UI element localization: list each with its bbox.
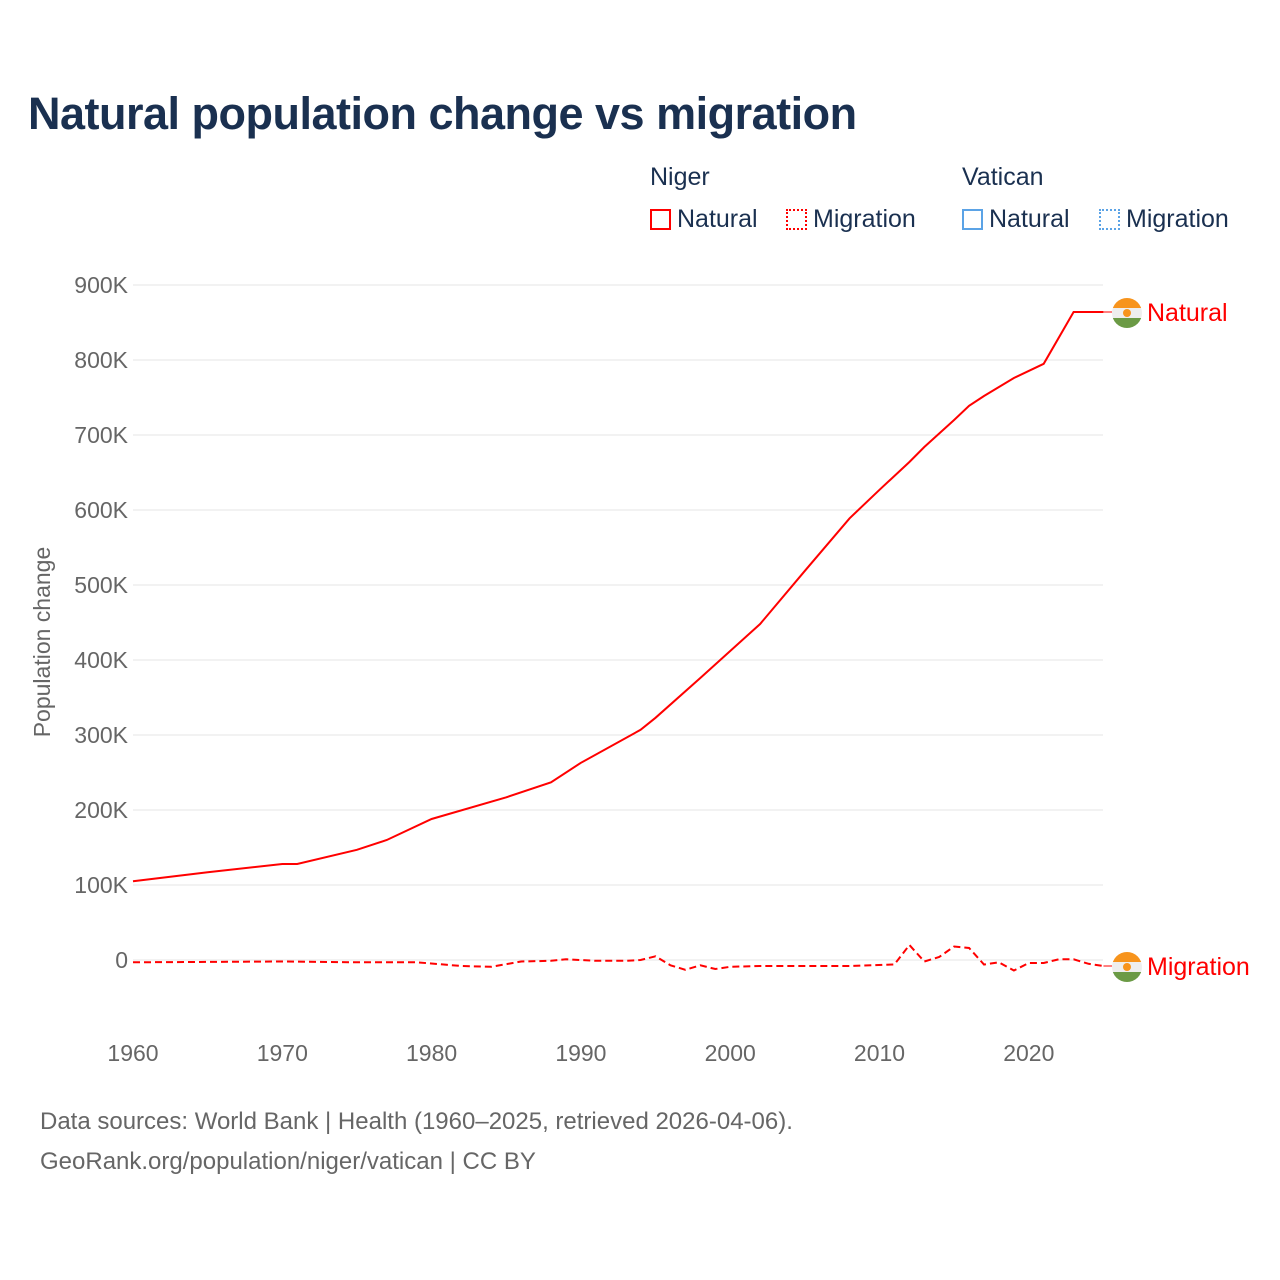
legend-label: Migration — [813, 205, 916, 233]
y-tick-label: 100K — [74, 872, 128, 898]
legend-item-vatican-migration[interactable]: Migration — [1099, 205, 1229, 234]
x-tick-label: 1990 — [555, 1040, 606, 1066]
legend-group-vatican: Vatican — [962, 163, 1044, 191]
series-end-label: Migration — [1147, 953, 1250, 981]
y-tick-label: 900K — [74, 272, 128, 298]
x-tick-label: 2010 — [854, 1040, 905, 1066]
chart-title: Natural population change vs migration — [28, 88, 857, 139]
y-tick-label: 500K — [74, 572, 128, 598]
niger-flag-icon — [1112, 298, 1142, 328]
legend-item-niger-natural[interactable]: Natural — [650, 205, 758, 234]
dotted-swatch-icon — [786, 209, 807, 230]
plot-area: Population change 0 100K 200K 300K 400K 500K 6… — [29, 272, 1250, 1066]
series-end-label: Natural — [1147, 299, 1228, 327]
legend-label: Natural — [989, 205, 1070, 233]
y-tick-label: 300K — [74, 722, 128, 748]
x-tick-label: 1960 — [107, 1040, 158, 1066]
legend-label: Migration — [1126, 205, 1229, 233]
legend-item-niger-migration[interactable]: Migration — [786, 205, 916, 234]
solid-swatch-icon — [650, 209, 671, 230]
x-tick-label: 1970 — [257, 1040, 308, 1066]
solid-swatch-icon — [962, 209, 983, 230]
y-tick-label: 700K — [74, 422, 128, 448]
footer-link[interactable]: GeoRank.org/population/niger/vatican | C… — [40, 1148, 536, 1175]
x-tick-label: 2020 — [1003, 1040, 1054, 1066]
y-axis-label: Population change — [29, 547, 55, 738]
y-tick-label: 200K — [74, 797, 128, 823]
y-tick-label: 400K — [74, 647, 128, 673]
legend-item-vatican-natural[interactable]: Natural — [962, 205, 1070, 234]
footer-sources: Data sources: World Bank | Health (1960–… — [40, 1108, 793, 1135]
legend-label: Natural — [677, 205, 758, 233]
x-tick-label: 2000 — [705, 1040, 756, 1066]
series-line-niger-migration — [132, 943, 1104, 972]
dotted-swatch-icon — [1099, 209, 1120, 230]
series-line-niger-natural — [132, 311, 1104, 883]
x-tick-label: 1980 — [406, 1040, 457, 1066]
niger-flag-icon — [1112, 952, 1142, 982]
y-tick-label: 600K — [74, 497, 128, 523]
legend-group-niger: Niger — [650, 163, 710, 191]
y-tick-label: 800K — [74, 347, 128, 373]
y-tick-label: 0 — [115, 947, 128, 973]
